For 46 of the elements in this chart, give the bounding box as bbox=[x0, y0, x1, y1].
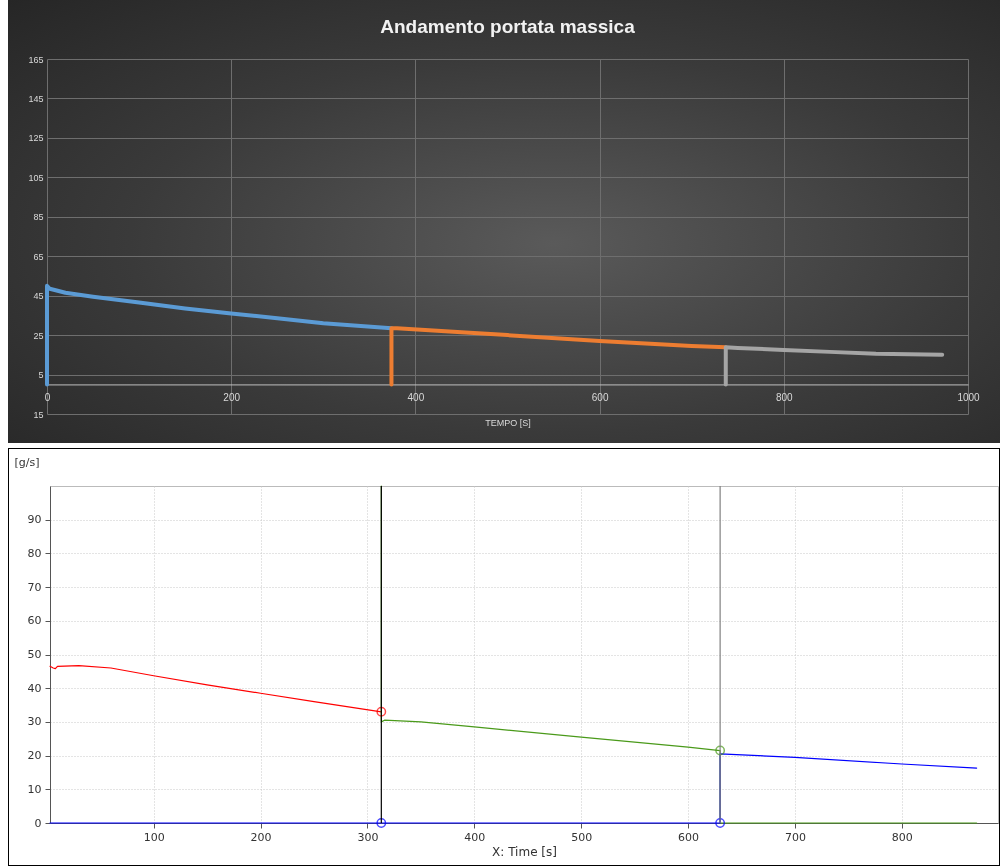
y-tick-label: 30 bbox=[27, 715, 42, 729]
y-tick-label: 165 bbox=[28, 54, 44, 65]
point bbox=[376, 818, 387, 828]
y-tick-label: 45 bbox=[33, 291, 44, 302]
y-tick-label: 105 bbox=[28, 172, 44, 183]
point bbox=[715, 745, 726, 756]
x-tick-label: 300 bbox=[357, 830, 379, 844]
x-tick-label: 200 bbox=[223, 391, 241, 403]
y-tick-label: 15 bbox=[33, 409, 44, 420]
x-tick-label: 200 bbox=[250, 830, 272, 844]
y-tick-label: 20 bbox=[27, 749, 42, 763]
x-axis-title: X: Time [s] bbox=[492, 844, 557, 859]
y-tick-label: 80 bbox=[27, 546, 42, 560]
y-tick-label: 0 bbox=[34, 816, 42, 830]
y-tick-label: 60 bbox=[27, 614, 42, 628]
x-tick-label: 500 bbox=[571, 830, 593, 844]
point bbox=[376, 706, 387, 717]
x-tick-label: 800 bbox=[891, 830, 913, 844]
y-tick-label: 10 bbox=[27, 782, 42, 796]
y-tick-label: 25 bbox=[33, 330, 44, 341]
x-tick-label: 100 bbox=[143, 830, 165, 844]
y-tick-label: 125 bbox=[28, 133, 44, 144]
y-tick-label: 145 bbox=[28, 93, 44, 104]
x-axis-title: TEMPO [S] bbox=[485, 417, 531, 428]
line-series bbox=[45, 283, 394, 387]
y-tick-label: 40 bbox=[27, 681, 42, 695]
x-tick-label: 400 bbox=[407, 391, 425, 403]
x-tick-label: 400 bbox=[464, 830, 486, 844]
x-tick-label: 600 bbox=[678, 830, 700, 844]
y-axis-title: [g/s] bbox=[14, 455, 40, 469]
line-series bbox=[389, 326, 728, 387]
line-series bbox=[49, 753, 978, 824]
point bbox=[715, 818, 726, 828]
y-tick-label: 5 bbox=[38, 370, 44, 381]
y-tick-label: 90 bbox=[27, 513, 42, 527]
y-tick-label: 85 bbox=[33, 212, 44, 223]
y-tick-label: 50 bbox=[27, 648, 42, 661]
y-tick-label: 70 bbox=[27, 580, 42, 594]
y-tick-label: 65 bbox=[33, 251, 44, 262]
chart-title: Andamento portata massica bbox=[380, 16, 636, 37]
line-series bbox=[49, 665, 382, 713]
line-series bbox=[723, 345, 945, 387]
x-tick-label: 700 bbox=[784, 830, 806, 844]
x-tick-label: 800 bbox=[775, 391, 794, 403]
x-tick-label: 1000 bbox=[957, 391, 981, 403]
x-tick-label: 600 bbox=[591, 391, 609, 403]
